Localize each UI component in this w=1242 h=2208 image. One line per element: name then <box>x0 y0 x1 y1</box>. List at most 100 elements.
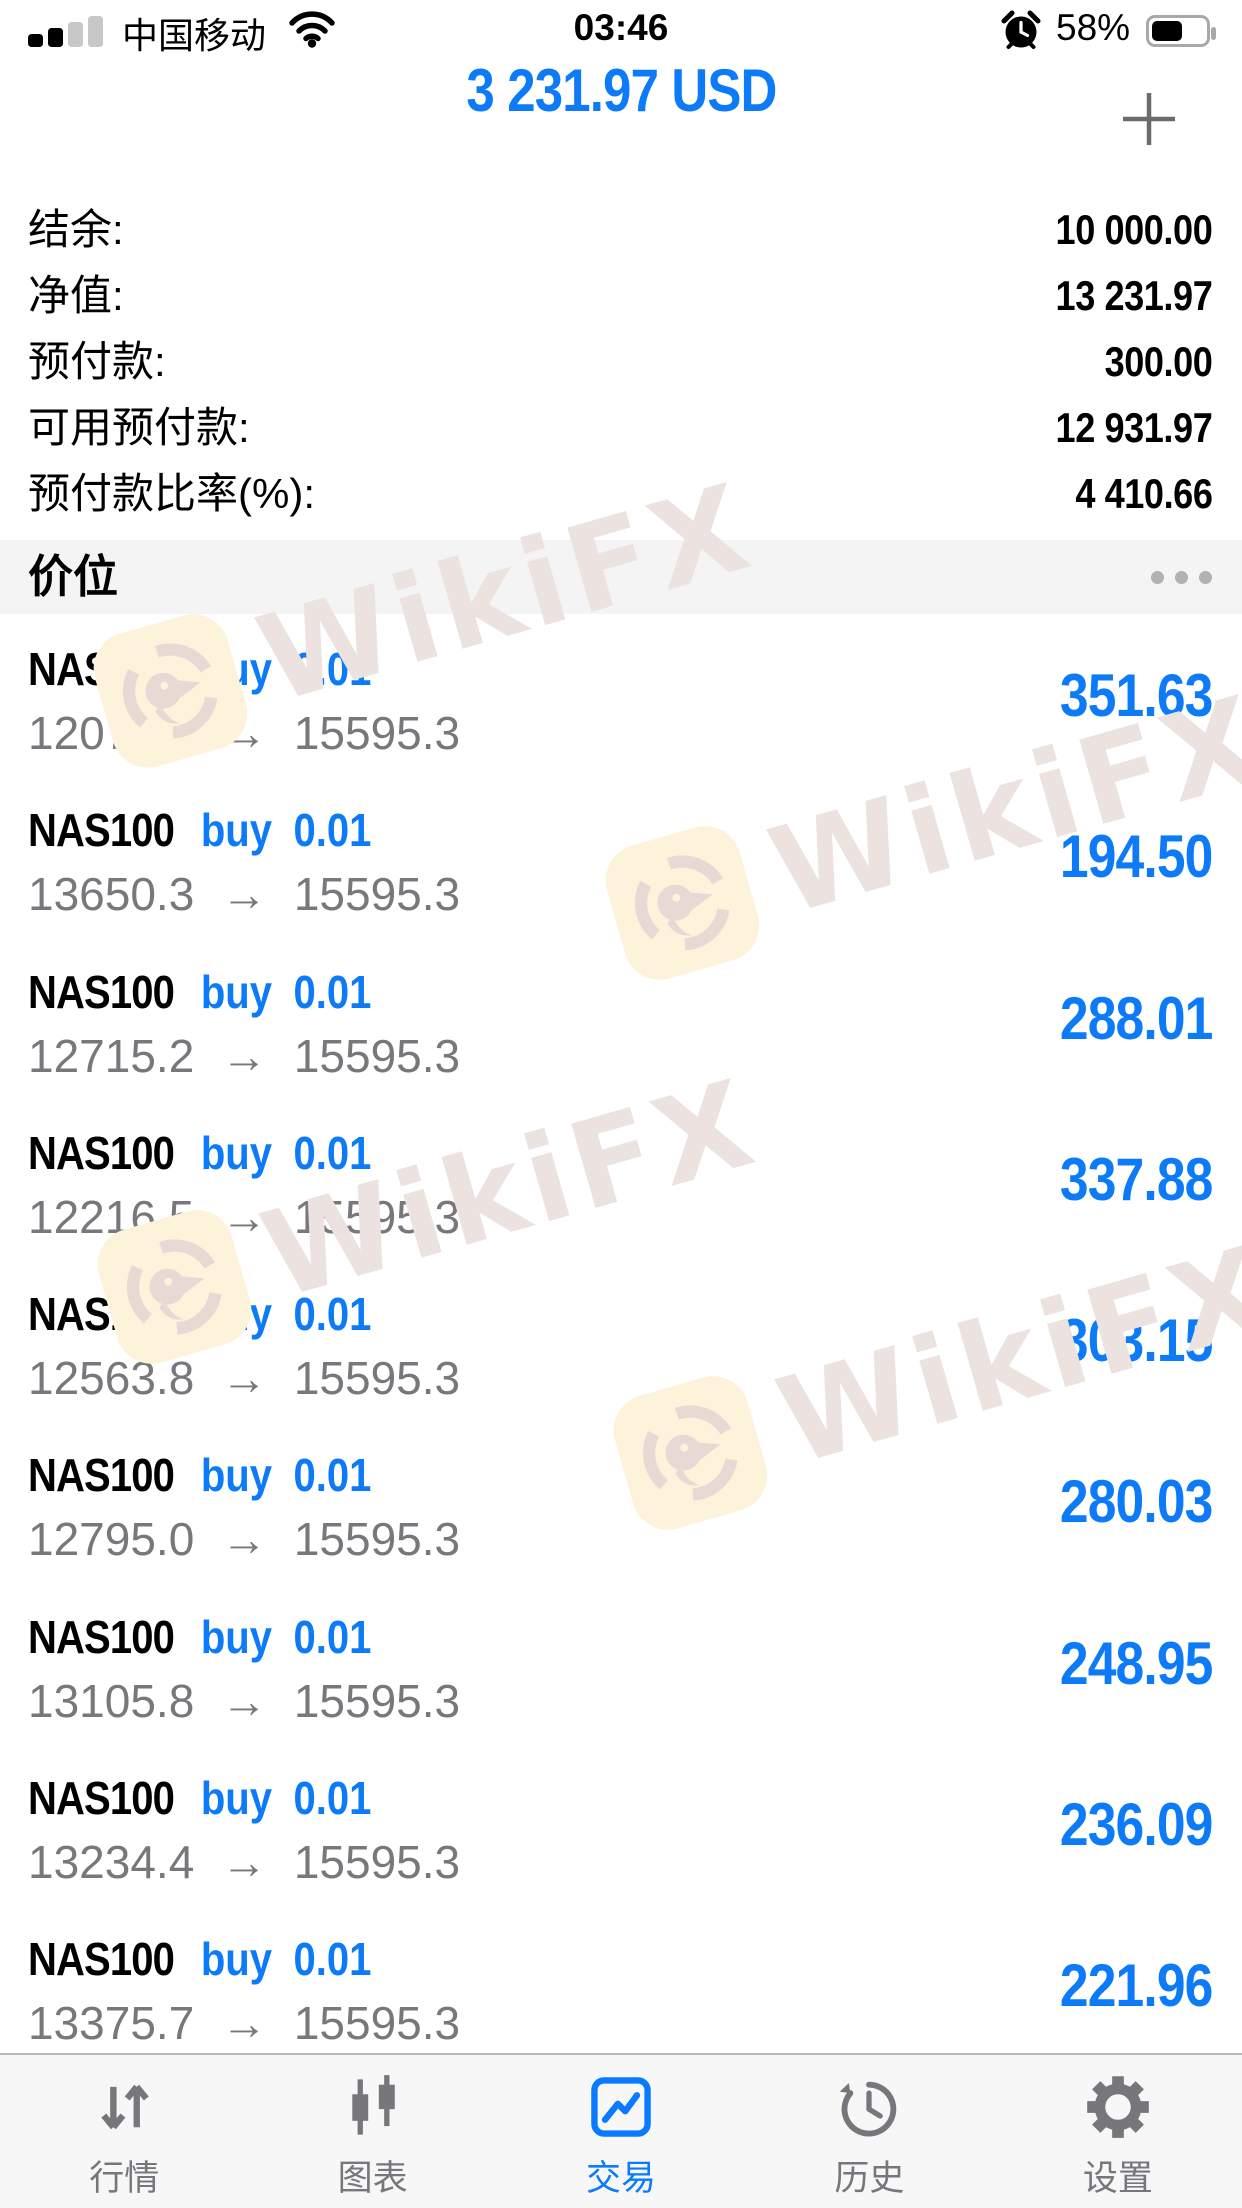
trade-volume: 0.01 <box>293 1449 372 1502</box>
arrow-right-icon: → <box>221 1029 268 1082</box>
trade-current-price: 15595.3 <box>293 1352 461 1405</box>
account-row-free-margin: 可用预付款: 12 931.97 <box>28 395 1212 461</box>
account-row-value: 13 231.97 <box>1055 272 1212 319</box>
account-row-value: 300.00 <box>1104 338 1212 385</box>
trade-symbol-line: NAS100 buy 0.01 <box>28 1448 371 1502</box>
trade-prices: 12563.8 → 15595.3 <box>28 1351 460 1405</box>
tab-label: 图表 <box>337 2159 408 2198</box>
trade-profit: 351.63 <box>1060 662 1214 729</box>
trade-prices: 13105.8 → 15595.3 <box>28 1674 460 1728</box>
bottom-tab-bar: 行情 图表 交易 历史 设置 <box>0 2053 1242 2208</box>
trade-row[interactable]: NAS100 buy 0.01 12795.0 → 15595.3 280.03 <box>0 1426 1242 1587</box>
trade-profit: 221.96 <box>1060 1952 1214 2020</box>
account-row-value: 4 410.66 <box>1074 470 1213 517</box>
trade-prices: 12216.5 → 15595.3 <box>28 1190 460 1244</box>
trade-volume: 0.01 <box>293 965 372 1018</box>
trade-side: buy <box>200 1288 272 1341</box>
tab-settings[interactable]: 设置 <box>994 2055 1242 2208</box>
trade-open-price: 12715.2 <box>28 1029 195 1082</box>
trade-open-price: 12795.0 <box>28 1513 195 1566</box>
account-summary: 结余: 10 000.00 净值: 13 231.97 预付款: 300.00 … <box>28 197 1212 527</box>
arrow-right-icon: → <box>221 1997 268 2050</box>
trade-symbol-line: NAS100 buy 0.01 <box>28 1126 371 1180</box>
arrow-right-icon: → <box>221 868 268 921</box>
trade-side: buy <box>200 1933 272 1986</box>
trade-row[interactable]: NAS100 buy 0.01 13650.3 → 15595.3 194.50 <box>0 781 1242 942</box>
tab-quotes[interactable]: 行情 <box>0 2055 248 2208</box>
trade-row[interactable]: NAS100 buy 0.01 13105.8 → 15595.3 248.95 <box>0 1588 1242 1749</box>
trade-open-price: 12079.0 <box>28 707 195 759</box>
trade-row[interactable]: NAS100 buy 0.01 13375.7 → 15595.3 221.96 <box>0 1910 1242 2071</box>
trade-symbol-line: NAS100 buy 0.01 <box>28 1287 371 1341</box>
trade-prices: 13650.3 → 15595.3 <box>28 867 460 921</box>
trade-volume: 0.01 <box>293 1933 372 1986</box>
trade-symbol: NAS100 <box>28 1772 175 1825</box>
trade-row[interactable]: NAS100 buy 0.01 12079.0 → 15595.3 351.63 <box>0 620 1242 781</box>
trade-prices: 12795.0 → 15595.3 <box>28 1512 460 1566</box>
trade-current-price: 15595.3 <box>293 1513 461 1566</box>
arrow-right-icon: → <box>221 1352 268 1405</box>
trade-profit: 280.03 <box>1060 1468 1214 1536</box>
trade-prices: 13234.4 → 15595.3 <box>28 1835 460 1889</box>
positions-section-bar: 价位 <box>0 540 1242 614</box>
alarm-icon <box>1000 9 1042 56</box>
trade-profit: 288.01 <box>1060 984 1214 1052</box>
trade-profit: 337.88 <box>1060 1145 1214 1213</box>
trade-open-price: 13105.8 <box>28 1674 195 1727</box>
arrows-up-down-icon <box>101 2084 149 2130</box>
trade-symbol-line: NAS100 buy 0.01 <box>28 965 371 1019</box>
trade-row[interactable]: NAS100 buy 0.01 12216.5 → 15595.3 337.88 <box>0 1104 1242 1265</box>
tab-charts[interactable]: 图表 <box>248 2055 496 2208</box>
battery-fill <box>1152 21 1182 41</box>
trade-open-price: 13234.4 <box>28 1836 195 1889</box>
trade-current-price: 15595.3 <box>293 1674 461 1727</box>
account-row-margin-level: 预付款比率(%): 4 410.66 <box>28 461 1212 527</box>
arrow-right-icon: → <box>221 707 268 759</box>
trade-volume: 0.01 <box>293 643 372 695</box>
trade-prices: 12715.2 → 15595.3 <box>28 1029 460 1083</box>
tab-history[interactable]: 历史 <box>745 2055 993 2208</box>
trade-side: buy <box>200 1126 272 1179</box>
account-row-margin: 预付款: 300.00 <box>28 329 1212 395</box>
trade-volume: 0.01 <box>293 1772 372 1825</box>
trade-open-price: 13375.7 <box>28 1997 195 2050</box>
gear-icon <box>1087 2076 1149 2138</box>
battery-percent-label: 58% <box>1056 7 1131 48</box>
status-time: 03:46 <box>573 7 669 48</box>
trade-row[interactable]: NAS100 buy 0.01 12715.2 → 15595.3 288.01 <box>0 943 1242 1104</box>
trade-symbol: NAS100 <box>28 1933 175 1986</box>
trade-symbol-line: NAS100 buy 0.01 <box>28 642 371 696</box>
trade-row[interactable]: NAS100 buy 0.01 12563.8 → 15595.3 303.15 <box>0 1265 1242 1426</box>
add-account-button[interactable] <box>1116 86 1182 152</box>
trade-symbol-line: NAS100 buy 0.01 <box>28 1771 371 1825</box>
trade-open-price: 13650.3 <box>28 868 195 921</box>
trade-side: buy <box>200 1772 272 1825</box>
history-clock-icon <box>840 2081 897 2137</box>
account-row-label: 预付款: <box>28 338 166 385</box>
trade-symbol: NAS100 <box>28 1449 175 1502</box>
trade-symbol: NAS100 <box>28 965 175 1018</box>
arrow-right-icon: → <box>221 1836 268 1889</box>
trade-prices: 13375.7 → 15595.3 <box>28 1996 460 2050</box>
account-row-balance: 结余: 10 000.00 <box>28 197 1212 263</box>
trade-symbol: NAS100 <box>28 1288 175 1341</box>
account-row-label: 结余: <box>28 206 124 253</box>
trade-open-price: 12563.8 <box>28 1352 195 1405</box>
trade-current-price: 15595.3 <box>293 1836 461 1889</box>
trade-symbol-line: NAS100 buy 0.01 <box>28 1932 371 1986</box>
ellipsis-icon[interactable] <box>1151 571 1212 584</box>
trade-current-price: 15595.3 <box>293 868 461 921</box>
account-row-equity: 净值: 13 231.97 <box>28 263 1212 329</box>
signal-bars-icon <box>28 16 103 47</box>
trade-profit: 248.95 <box>1060 1629 1214 1697</box>
candlestick-icon <box>351 2075 395 2135</box>
tab-label: 交易 <box>586 2159 657 2198</box>
tab-trade[interactable]: 交易 <box>497 2055 745 2208</box>
trade-symbol: NAS100 <box>28 1610 175 1663</box>
trade-symbol-line: NAS100 buy 0.01 <box>28 803 371 857</box>
trade-row[interactable]: NAS100 buy 0.01 13234.4 → 15595.3 236.09 <box>0 1749 1242 1910</box>
positions-section-title: 价位 <box>28 551 119 602</box>
trade-side: buy <box>200 804 272 857</box>
trade-symbol: NAS100 <box>28 643 175 695</box>
trade-profit: 194.50 <box>1060 823 1214 891</box>
